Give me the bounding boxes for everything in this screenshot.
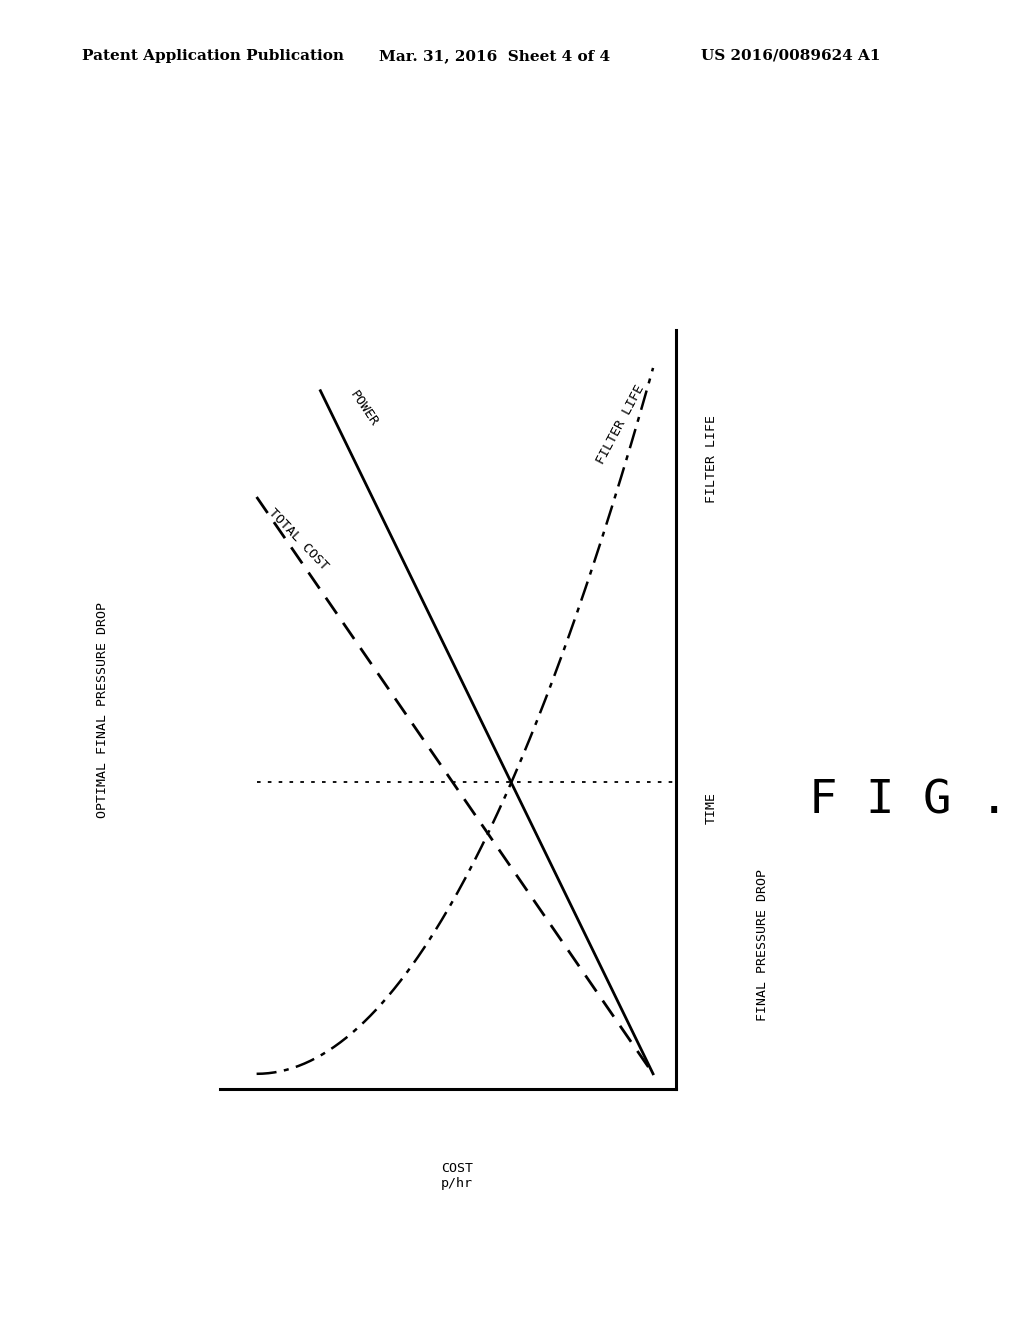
Text: Mar. 31, 2016  Sheet 4 of 4: Mar. 31, 2016 Sheet 4 of 4 [379,49,610,63]
Text: US 2016/0089624 A1: US 2016/0089624 A1 [701,49,881,63]
Text: COST
p/hr: COST p/hr [441,1162,473,1189]
Text: OPTIMAL FINAL PRESSURE DROP: OPTIMAL FINAL PRESSURE DROP [96,602,109,817]
Text: TIME: TIME [706,792,718,824]
Text: POWER: POWER [348,388,381,429]
Text: FILTER LIFE: FILTER LIFE [594,383,646,467]
Text: FILTER LIFE: FILTER LIFE [706,414,718,503]
Text: F I G . 5: F I G . 5 [809,777,1024,824]
Text: Patent Application Publication: Patent Application Publication [82,49,344,63]
Text: FINAL PRESSURE DROP: FINAL PRESSURE DROP [757,869,769,1020]
Text: TOTAL COST: TOTAL COST [266,506,331,573]
